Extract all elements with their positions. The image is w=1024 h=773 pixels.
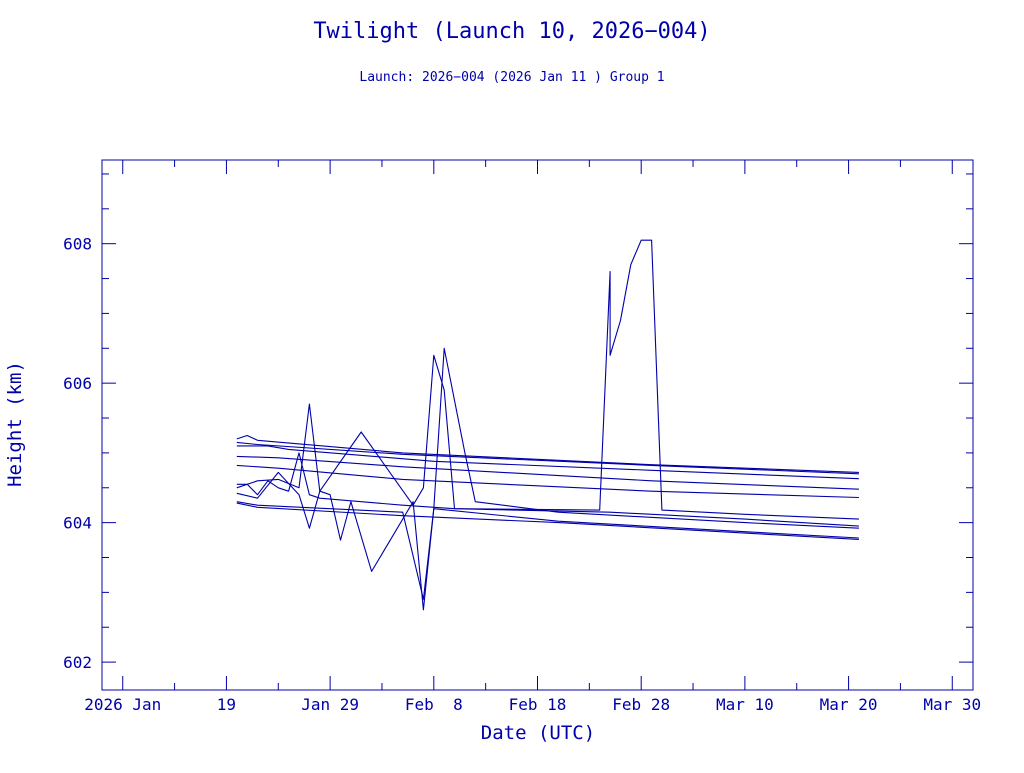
x-tick-label: 2026 Jan	[84, 695, 161, 714]
series-line-4	[236, 455, 859, 490]
chart-subtitle: Launch: 2026−004 (2026 Jan 11 ) Group 1	[359, 70, 664, 85]
series-line-7	[236, 354, 859, 527]
chart-title: Twilight (Launch 10, 2026−004)	[313, 19, 710, 44]
plot-frame	[101, 159, 974, 691]
series-layer	[236, 239, 859, 611]
series-line-2	[236, 441, 859, 475]
x-tick-label: Jan 29	[301, 695, 359, 714]
series-line-9	[236, 501, 859, 600]
x-tick-label: 19	[217, 695, 236, 714]
x-axis-label: Date (UTC)	[481, 722, 595, 744]
x-tick-label: Mar 10	[716, 695, 774, 714]
series-line-5	[236, 464, 859, 499]
x-tick-label: Mar 20	[820, 695, 878, 714]
y-tick-label: 608	[63, 235, 92, 254]
series-line-8	[236, 347, 859, 611]
x-tick-label: Mar 30	[923, 695, 981, 714]
x-tick-label: Feb 8	[405, 695, 463, 714]
y-tick-label: 602	[63, 653, 92, 672]
axes-layer: 602 604 606 608 2026 Jan 19 Jan 29 Feb 8 Feb 18 F…	[63, 159, 981, 714]
y-tick-label: 606	[63, 374, 92, 393]
series-line-10	[236, 502, 859, 540]
y-tick-label: 604	[63, 514, 92, 533]
y-axis-label: Height (km)	[4, 361, 26, 487]
x-tick-label: Feb 18	[509, 695, 567, 714]
series-line-3	[236, 445, 859, 480]
x-tick-label: Feb 28	[612, 695, 670, 714]
series-line-1	[236, 434, 859, 473]
